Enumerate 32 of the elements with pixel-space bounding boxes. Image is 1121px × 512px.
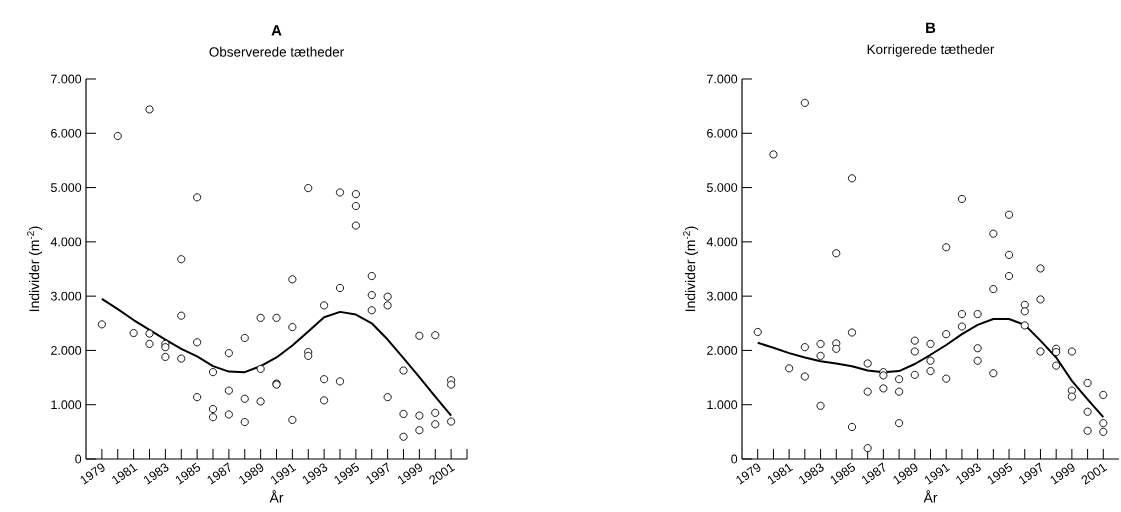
x-tick-label: 1983	[144, 463, 169, 485]
y-tick-label: 7.000	[51, 74, 82, 84]
y-tick-label: 6.000	[51, 128, 82, 138]
y-tick-label: 4.000	[706, 237, 738, 247]
x-tick-label: 1991	[924, 463, 951, 485]
x-tick-label: 1981	[112, 463, 138, 485]
chart-subtitle: Observerede tætheder	[209, 46, 344, 57]
y-tick-label: 5.000	[50, 183, 82, 192]
y-tick-label: 0	[75, 454, 82, 464]
y-tick-label: 4.000	[50, 237, 82, 247]
x-axis-title: År	[923, 490, 938, 503]
x-tick-label: 2001	[429, 463, 456, 485]
y-axis-title: Individer (m$^{-2}$)	[683, 226, 698, 312]
y-tick-label: 1.000	[51, 400, 82, 410]
x-axis-title: År	[269, 490, 284, 503]
chart-subtitle: Korrigerede tætheder	[867, 44, 995, 57]
y-tick-label: 3.000	[50, 291, 82, 301]
y-tick-label: 0	[731, 454, 738, 464]
y-tick-label: 3.000	[706, 291, 738, 301]
x-tick-label: 1999	[398, 463, 423, 485]
x-tick-label: 2001	[1081, 463, 1108, 485]
y-tick-label: 7.000	[707, 74, 738, 84]
chart-title: A	[271, 25, 282, 36]
y-tick-label: 6.000	[707, 128, 738, 138]
y-tick-label: 2.000	[51, 346, 82, 355]
y-tick-label: 2.000	[707, 346, 738, 355]
chart-title: B	[926, 22, 936, 33]
x-tick-label: 1981	[767, 463, 794, 485]
y-tick-label: 5.000	[706, 183, 738, 192]
y-axis-title: Individer (m$^{-2}$)	[27, 226, 42, 312]
x-tick-label: 1991	[271, 463, 297, 485]
y-tick-label: 1.000	[707, 400, 738, 410]
